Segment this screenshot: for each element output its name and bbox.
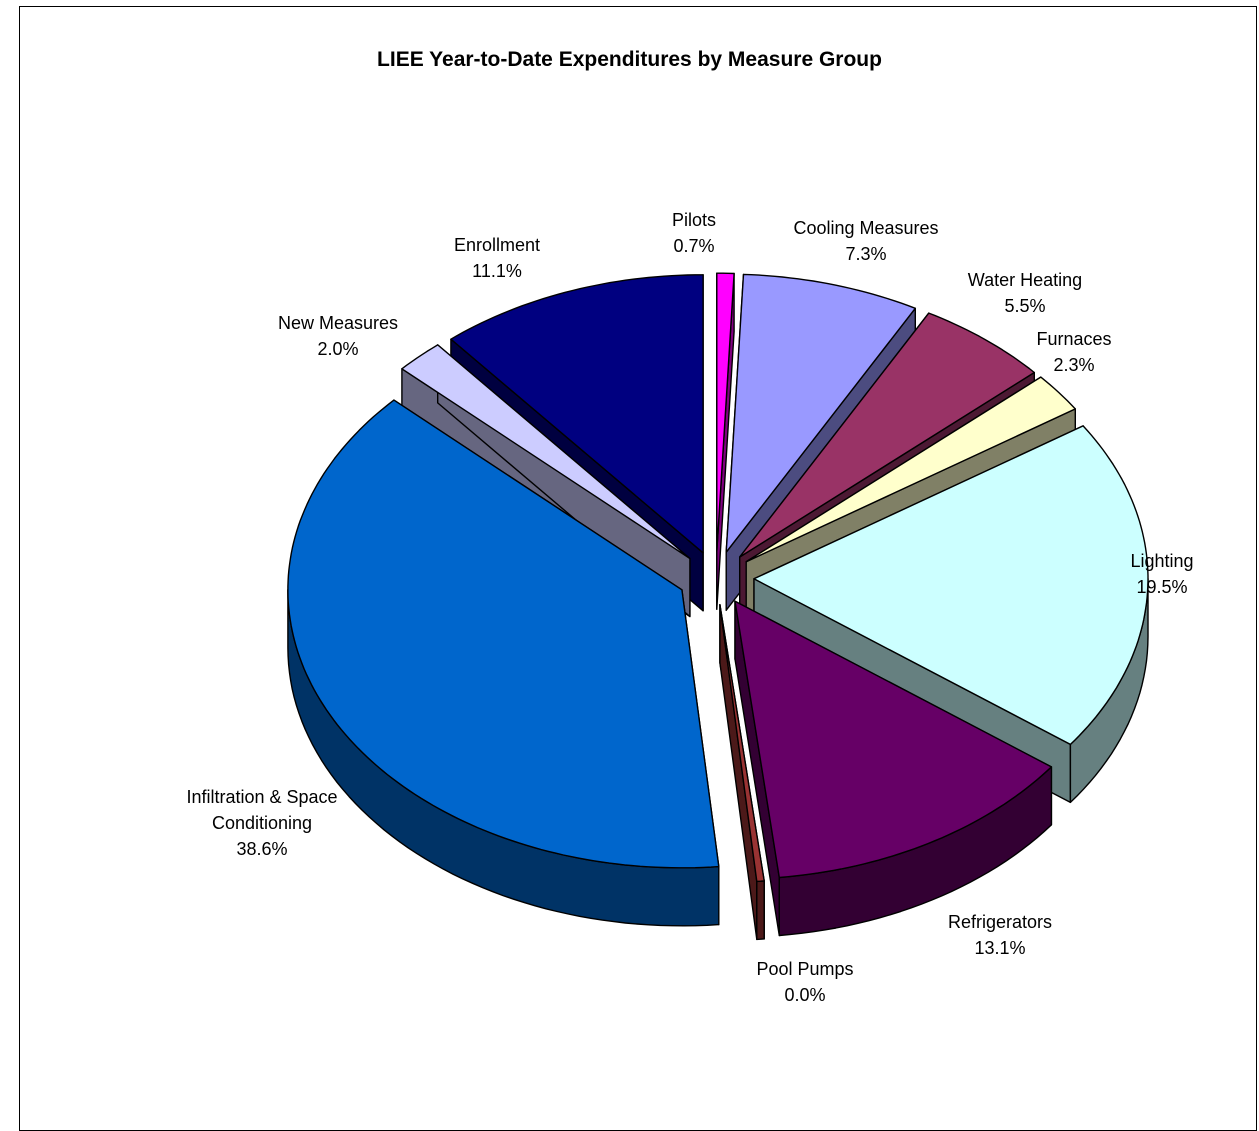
label-furnaces: Furnaces 2.3% <box>1036 329 1111 375</box>
slice-refrigerators <box>734 600 1053 937</box>
label-pool-pumps: Pool Pumps 0.0% <box>756 959 853 1005</box>
label-new-measures-line-2: 2.0% <box>317 339 358 359</box>
slice-infiltration-space-conditioning <box>287 399 720 927</box>
label-infiltration-space-conditioning-line-2: Conditioning <box>212 813 312 833</box>
slice-top-enrollment <box>450 274 704 554</box>
label-cooling-measures-line-2: 7.3% <box>845 244 886 264</box>
label-lighting-line-2: 19.5% <box>1136 577 1187 597</box>
label-furnaces-line-1: Furnaces <box>1036 329 1111 349</box>
label-new-measures-line-1: New Measures <box>278 313 398 333</box>
label-refrigerators-line-1: Refrigerators <box>948 912 1052 932</box>
slice-top-lighting <box>753 425 1149 746</box>
label-cooling-measures: Cooling Measures 7.3% <box>793 218 938 264</box>
slice-top-pool-pumps <box>719 604 765 883</box>
label-infiltration-space-conditioning-line-1: Infiltration & Space <box>186 787 337 807</box>
slice-top-infiltration-space-conditioning <box>287 399 720 869</box>
label-lighting-line-1: Lighting <box>1130 551 1193 571</box>
label-pool-pumps-line-2: 0.0% <box>784 985 825 1005</box>
label-pilots: Pilots 0.7% <box>672 210 716 256</box>
label-infiltration-space-conditioning-line-3: 38.6% <box>236 839 287 859</box>
label-water-heating: Water Heating 5.5% <box>968 270 1082 316</box>
label-new-measures: New Measures 2.0% <box>278 313 398 359</box>
label-infiltration-space-conditioning: Infiltration & Space Conditioning 38.6% <box>186 787 337 859</box>
slice-pilots <box>716 272 735 610</box>
slice-rim-pool-pumps <box>756 880 765 941</box>
label-enrollment-line-1: Enrollment <box>454 235 540 255</box>
slice-top-water-heating <box>739 312 1035 558</box>
label-refrigerators-line-2: 13.1% <box>974 938 1025 958</box>
label-enrollment-line-2: 11.1% <box>472 261 522 281</box>
chart-title: LIEE Year-to-Date Expenditures by Measur… <box>377 48 882 71</box>
slice-top-furnaces <box>745 376 1076 563</box>
slice-top-new-measures <box>401 344 691 560</box>
label-refrigerators: Refrigerators 13.1% <box>948 912 1052 958</box>
slice-top-refrigerators <box>734 600 1053 879</box>
label-pool-pumps-line-1: Pool Pumps <box>756 959 853 979</box>
slice-pool-pumps <box>719 604 765 941</box>
label-furnaces-line-2: 2.3% <box>1053 355 1094 375</box>
slice-top-cooling-measures <box>725 273 916 553</box>
label-water-heating-line-2: 5.5% <box>1004 296 1045 316</box>
label-lighting: Lighting 19.5% <box>1130 551 1193 597</box>
label-enrollment: Enrollment 11.1% <box>454 235 540 281</box>
label-pilots-line-1: Pilots <box>672 210 716 230</box>
slice-top-pilots <box>716 272 735 552</box>
label-pilots-line-2: 0.7% <box>673 236 714 256</box>
label-cooling-measures-line-1: Cooling Measures <box>793 218 938 238</box>
label-water-heating-line-1: Water Heating <box>968 270 1082 290</box>
